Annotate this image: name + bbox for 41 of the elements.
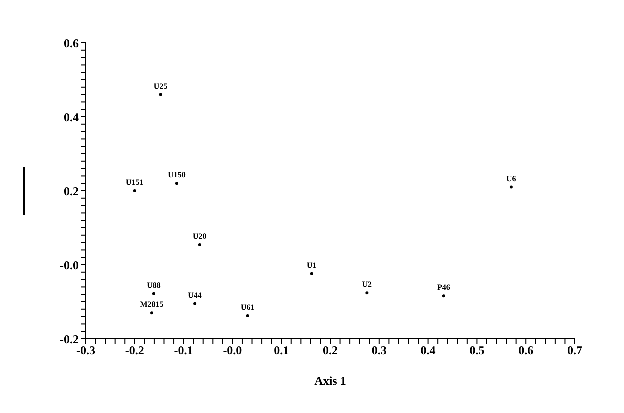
data-label: U20 bbox=[193, 232, 207, 242]
data-label: U25 bbox=[154, 82, 168, 91]
x-tick-label: 0.3 bbox=[372, 344, 387, 358]
data-label: U44 bbox=[188, 290, 202, 300]
y-tick-label: 0.6 bbox=[64, 36, 79, 50]
data-label: U88 bbox=[147, 280, 161, 290]
x-tick-label: 0.6 bbox=[518, 344, 534, 358]
point bbox=[442, 294, 446, 298]
data-label: U1 bbox=[307, 260, 317, 270]
point bbox=[366, 292, 369, 295]
x-tick-label: -0.3 bbox=[76, 344, 96, 358]
x-tick-label: -0.0 bbox=[223, 344, 242, 358]
x-tick-label: 0.5 bbox=[470, 344, 485, 358]
x-axis-title: Axis 1 bbox=[314, 374, 346, 388]
x-tick-label: 0.4 bbox=[420, 344, 436, 358]
point bbox=[159, 93, 162, 96]
data-label: U61 bbox=[240, 303, 255, 312]
y-tick-label: 0.4 bbox=[64, 110, 79, 124]
point bbox=[198, 244, 202, 247]
point bbox=[133, 190, 136, 192]
x-tick-label: 0.1 bbox=[274, 344, 290, 358]
x-tick-label: 0.2 bbox=[323, 344, 338, 358]
x-tick-label: -0.2 bbox=[125, 344, 144, 358]
data-label: U2 bbox=[362, 280, 372, 290]
y-tick-label: -0.2 bbox=[60, 332, 79, 346]
point bbox=[150, 312, 154, 315]
x-tick-label: 0.7 bbox=[568, 344, 582, 358]
x-tick-label: -0.1 bbox=[174, 344, 194, 358]
data-label: U6 bbox=[506, 174, 516, 184]
point bbox=[152, 292, 156, 296]
data-label: U151 bbox=[126, 178, 144, 187]
y-tick-label: -0.0 bbox=[60, 258, 79, 272]
data-label: M2815 bbox=[140, 300, 164, 310]
data-label: P46 bbox=[438, 283, 450, 292]
point bbox=[246, 314, 250, 318]
point bbox=[510, 186, 513, 189]
data-label: U150 bbox=[168, 170, 186, 180]
y-tick-label: 0.2 bbox=[64, 184, 79, 198]
point bbox=[175, 182, 178, 186]
point bbox=[194, 302, 197, 306]
point bbox=[310, 272, 314, 276]
